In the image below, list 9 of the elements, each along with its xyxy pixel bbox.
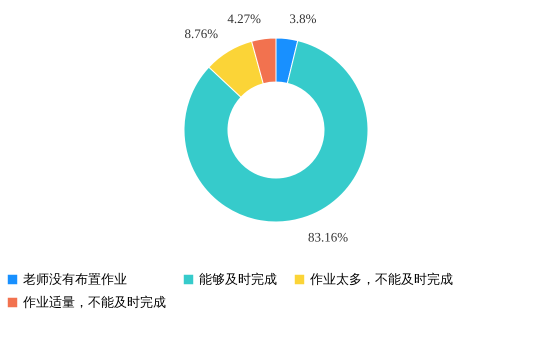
legend-label: 作业太多，不能及时完成 [309, 272, 453, 287]
legend-label: 能够及时完成 [199, 272, 277, 287]
data-label: 4.27% [227, 11, 262, 26]
donut-slice [184, 40, 368, 222]
data-label: 83.16% [308, 229, 348, 244]
data-label: 3.8% [289, 10, 317, 26]
data-label: 8.76% [184, 26, 218, 42]
legend-label: 作业适量，不能及时完成 [22, 294, 166, 310]
legend-label: 老师没有布置作业 [23, 272, 127, 287]
